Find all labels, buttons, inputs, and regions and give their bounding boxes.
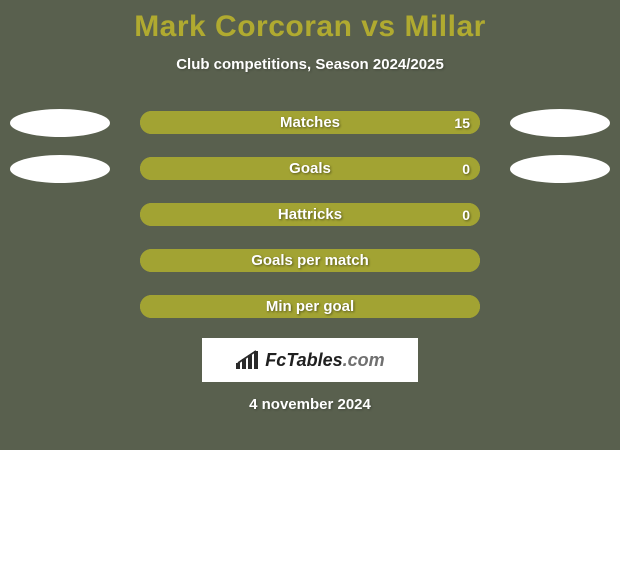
stat-row: Matches 15 <box>0 111 620 134</box>
chart-icon <box>235 350 261 370</box>
stat-label: Goals per match <box>251 252 369 269</box>
logo-text: FcTables.com <box>265 350 384 371</box>
stat-rows: Matches 15 Goals 0 Hattricks 0 Goals per match… <box>0 111 620 318</box>
logo-part3: .com <box>343 350 385 370</box>
stat-bar: Hattricks 0 <box>140 203 480 226</box>
stat-value-right: 0 <box>462 207 470 223</box>
page-title: Mark Corcoran vs Millar <box>0 10 620 44</box>
player-left-ellipse <box>10 155 110 183</box>
stats-panel: Mark Corcoran vs Millar Club competition… <box>0 0 620 450</box>
stat-row: Goals per match <box>0 249 620 272</box>
logo-part1: Fc <box>265 350 286 370</box>
stat-bar: Matches 15 <box>140 111 480 134</box>
subtitle: Club competitions, Season 2024/2025 <box>0 56 620 73</box>
stat-label: Hattricks <box>278 206 342 223</box>
stat-bar: Goals per match <box>140 249 480 272</box>
stat-value-right: 0 <box>462 161 470 177</box>
stat-label: Goals <box>289 160 331 177</box>
stat-bar: Min per goal <box>140 295 480 318</box>
date-text: 4 november 2024 <box>0 396 620 413</box>
stat-label: Matches <box>280 114 340 131</box>
stat-label: Min per goal <box>266 298 354 315</box>
logo-box: FcTables.com <box>202 338 418 382</box>
stat-row: Min per goal <box>0 295 620 318</box>
logo: FcTables.com <box>235 350 384 371</box>
player-right-ellipse <box>510 109 610 137</box>
player-left-ellipse <box>10 109 110 137</box>
player-right-ellipse <box>510 155 610 183</box>
stat-value-right: 15 <box>454 115 470 131</box>
stat-bar: Goals 0 <box>140 157 480 180</box>
stat-row: Hattricks 0 <box>0 203 620 226</box>
logo-part2: Tables <box>286 350 342 370</box>
stat-row: Goals 0 <box>0 157 620 180</box>
